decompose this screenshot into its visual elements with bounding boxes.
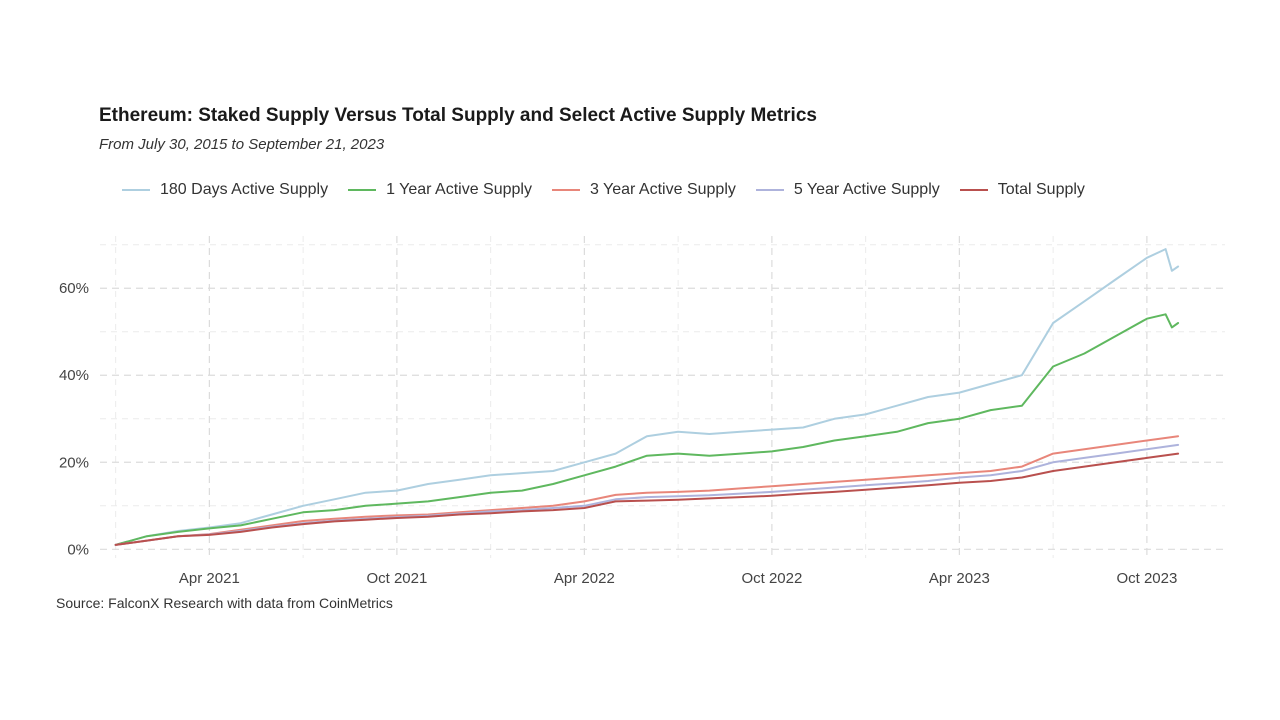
legend-item-5-year: 5 Year Active Supply [755,181,940,199]
chart-legend: 180 Days Active Supply 1 Year Active Sup… [122,181,1105,199]
legend-swatch [348,189,377,191]
legend-swatch [755,189,784,191]
x-tick-label: Apr 2021 [179,570,240,587]
series-line [114,248,1180,546]
legend-label: 1 Year Active Supply [386,181,532,198]
source-note: Source: FalconX Research with data from … [56,595,393,611]
chart-title: Ethereum: Staked Supply Versus Total Sup… [99,105,817,126]
series-line [114,435,1180,546]
x-tick-label: Oct 2023 [1116,570,1177,587]
series-line [114,452,1180,546]
legend-label: Total Supply [997,181,1085,198]
x-tick-label: Oct 2022 [741,570,802,587]
legend-item-180-days: 180 Days Active Supply [122,181,328,199]
chart-subtitle: From July 30, 2015 to September 21, 2023 [99,136,385,153]
y-tick-label: 20% [59,454,89,471]
legend-label: 5 Year Active Supply [793,181,940,198]
y-tick-label: 40% [59,367,89,384]
x-tick-label: Oct 2021 [366,570,427,587]
legend-swatch [122,189,150,191]
legend-item-total-supply: Total Supply [959,181,1085,199]
x-tick-label: Apr 2022 [554,570,615,587]
x-tick-label: Apr 2023 [929,570,990,587]
series-line [114,443,1180,546]
legend-label: 180 Days Active Supply [160,181,329,198]
y-tick-label: 0% [67,541,89,558]
y-tick-label: 60% [59,280,89,297]
legend-item-1-year: 1 Year Active Supply [348,181,532,199]
series-line [114,313,1180,546]
legend-item-3-year: 3 Year Active Supply [551,181,736,199]
legend-swatch [959,189,988,191]
legend-swatch [551,189,580,191]
legend-label: 3 Year Active Supply [589,181,736,198]
